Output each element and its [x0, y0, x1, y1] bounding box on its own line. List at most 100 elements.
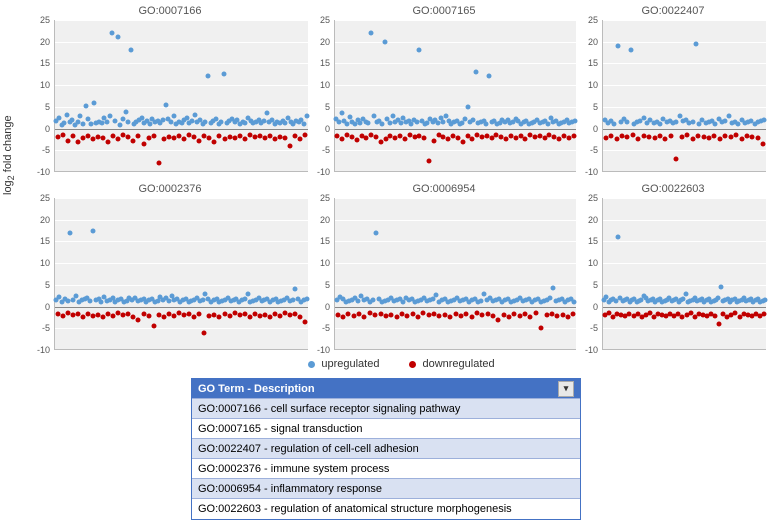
data-point: [126, 120, 131, 125]
data-point: [345, 121, 350, 126]
data-point: [364, 136, 369, 141]
data-point: [523, 312, 528, 317]
data-point: [268, 133, 273, 138]
data-point: [217, 314, 222, 319]
panel-title: GO:0022407: [578, 2, 768, 20]
panel-title: GO:0022603: [578, 180, 768, 198]
data-point: [283, 121, 288, 126]
data-point: [726, 113, 731, 118]
data-point: [302, 121, 307, 126]
data-point: [501, 312, 506, 317]
data-point: [99, 121, 104, 126]
data-point: [202, 330, 207, 335]
data-point: [340, 136, 345, 141]
y-tick-label: -5: [322, 145, 330, 155]
data-point: [389, 312, 394, 317]
data-point: [60, 133, 65, 138]
data-point: [762, 117, 767, 122]
y-tick-label: 0: [45, 124, 50, 134]
y-ticks: -10-50510152025: [578, 198, 600, 350]
y-tick-label: 25: [588, 193, 598, 203]
y-tick-label: 25: [40, 193, 50, 203]
data-point: [504, 137, 509, 142]
data-point: [399, 311, 404, 316]
data-point: [115, 35, 120, 40]
data-point: [68, 230, 73, 235]
y-tick-label: -10: [37, 345, 50, 355]
y-tick-label: 10: [588, 80, 598, 90]
plot-area: [602, 198, 766, 350]
dropdown-button[interactable]: ▾: [558, 381, 574, 397]
plot-area: [334, 20, 576, 172]
data-point: [78, 114, 83, 119]
data-point: [118, 122, 123, 127]
data-point: [110, 31, 115, 36]
data-point: [417, 48, 422, 53]
y-tick-label: -5: [42, 323, 50, 333]
data-point: [85, 133, 90, 138]
data-point: [718, 285, 723, 290]
data-point: [484, 121, 489, 126]
data-point: [123, 110, 128, 115]
data-point: [337, 120, 342, 125]
data-point: [473, 70, 478, 75]
data-point: [433, 293, 438, 298]
y-tick-label: -5: [42, 145, 50, 155]
plot-area: [334, 198, 576, 350]
data-point: [496, 317, 501, 322]
data-point: [668, 134, 673, 139]
data-point: [161, 314, 166, 319]
data-point: [262, 119, 267, 124]
data-point: [304, 297, 309, 302]
table-row: GO:0007165 - signal transduction: [192, 419, 580, 439]
y-tick-label: 0: [45, 302, 50, 312]
y-tick-label: -5: [590, 323, 598, 333]
data-point: [65, 298, 70, 303]
data-point: [383, 314, 388, 319]
y-tick-label: 25: [320, 15, 330, 25]
data-point: [116, 136, 121, 141]
data-point: [690, 136, 695, 141]
data-point: [458, 313, 463, 318]
data-point: [712, 133, 717, 138]
y-tick-label: 10: [40, 258, 50, 268]
data-point: [264, 111, 269, 116]
data-point: [630, 133, 635, 138]
y-tick-label: 15: [588, 236, 598, 246]
data-point: [222, 72, 227, 77]
data-point: [111, 314, 116, 319]
data-point: [523, 136, 528, 141]
data-point: [74, 293, 79, 298]
y-tick-label: -5: [590, 145, 598, 155]
data-point: [136, 134, 141, 139]
data-point: [171, 314, 176, 319]
data-point: [101, 135, 106, 140]
y-tick-label: 5: [325, 102, 330, 112]
y-tick-label: 15: [588, 58, 598, 68]
data-point: [421, 311, 426, 316]
data-point: [750, 134, 755, 139]
table-row: GO:0022603 - regulation of anatomical st…: [192, 499, 580, 519]
data-point: [362, 314, 367, 319]
y-tick-label: 15: [320, 58, 330, 68]
table-cell: GO:0007165 - signal transduction: [198, 423, 363, 435]
data-point: [227, 314, 232, 319]
table-row: GO:0006954 - inflammatory response: [192, 479, 580, 499]
data-point: [641, 133, 646, 138]
scatter-panel: GO:0007165-10-50510152025: [310, 2, 578, 172]
data-point: [217, 133, 222, 138]
data-point: [99, 300, 104, 305]
data-point: [616, 235, 621, 240]
y-tick-label: 25: [320, 193, 330, 203]
table-cell: GO:0007166 - cell surface receptor signa…: [198, 403, 460, 415]
y-tick-label: 10: [40, 80, 50, 90]
data-point: [437, 314, 442, 319]
data-point: [528, 314, 533, 319]
data-point: [146, 313, 151, 318]
data-point: [544, 313, 549, 318]
table-cell: GO:0022407 - regulation of cell-cell adh…: [198, 443, 419, 455]
y-tick-label: 20: [40, 37, 50, 47]
y-tick-label: 5: [593, 280, 598, 290]
data-point: [358, 120, 363, 125]
data-point: [83, 103, 88, 108]
